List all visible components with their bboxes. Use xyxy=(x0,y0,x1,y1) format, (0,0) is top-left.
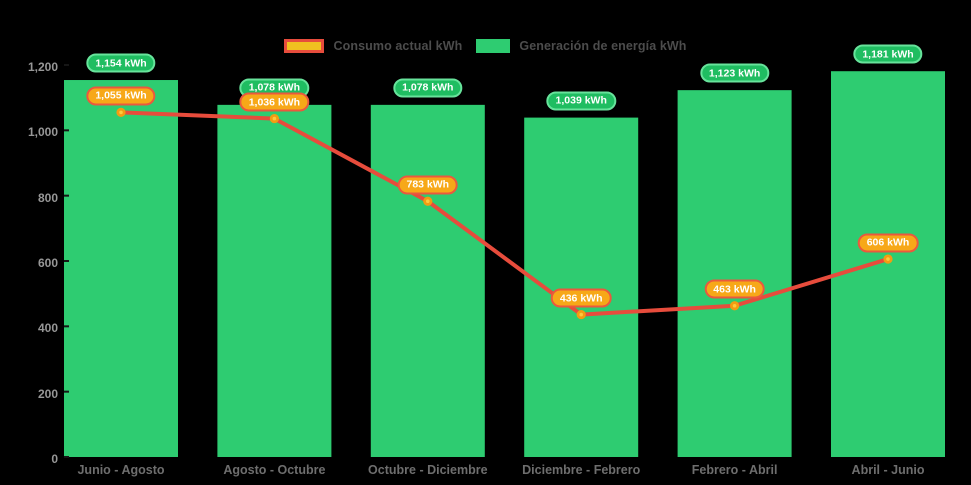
y-axis-tick-label: 200 xyxy=(37,386,58,401)
x-axis-category-label: Febrero - Abril xyxy=(691,463,778,477)
consumption-value-badge: 606 kWh xyxy=(857,233,919,253)
consumption-value-badge: 1,055 kWh xyxy=(86,86,156,106)
y-tick-mark xyxy=(64,390,69,393)
generation-value-badge: 1,039 kWh xyxy=(546,91,616,111)
consumption-value-badge: 436 kWh xyxy=(550,288,612,308)
y-tick-mark xyxy=(64,456,69,458)
x-axis-category-label: Junio - Agosto xyxy=(77,463,165,477)
y-tick-mark xyxy=(64,260,69,262)
generation-value-badge: 1,078 kWh xyxy=(393,78,463,98)
x-axis-category-label: Octubre - Diciembre xyxy=(368,463,488,477)
y-axis-tick-label: 1,200 xyxy=(27,60,58,74)
y-tick-mark xyxy=(64,64,69,66)
generacion-swatch-icon xyxy=(476,39,511,53)
consumption-point[interactable] xyxy=(576,309,586,320)
y-axis-tick-label: 600 xyxy=(37,256,58,270)
consumo-swatch-icon xyxy=(284,39,325,53)
generation-bar[interactable] xyxy=(831,71,945,457)
y-tick-mark xyxy=(64,325,69,328)
chart-legend: Consumo actual kWh Generación de energía… xyxy=(0,39,971,53)
legend-item-generacion[interactable]: Generación de energía kWh xyxy=(476,39,686,53)
legend-item-consumo[interactable]: Consumo actual kWh xyxy=(284,39,462,53)
generation-value-badge: 1,154 kWh xyxy=(86,53,156,73)
x-axis-category-label: Abril - Junio xyxy=(851,463,925,477)
consumption-point[interactable] xyxy=(116,107,126,117)
x-axis-category-label: Diciembre - Febrero xyxy=(522,463,641,477)
legend-label-consumo: Consumo actual kWh xyxy=(333,39,463,53)
generation-bar[interactable] xyxy=(217,104,332,457)
consumption-point[interactable] xyxy=(269,113,279,124)
generation-bar[interactable] xyxy=(677,90,792,458)
generation-value-badge: 1,181 kWh xyxy=(853,44,923,64)
y-axis-tick-label: 1,000 xyxy=(27,125,58,140)
consumption-value-badge: 1,036 kWh xyxy=(239,92,310,112)
x-axis-category-label: Agosto - Octubre xyxy=(223,463,326,477)
consumption-point[interactable] xyxy=(883,254,893,264)
y-axis-tick-label: 400 xyxy=(37,321,58,336)
y-tick-mark xyxy=(64,194,69,197)
y-axis-tick-label: 0 xyxy=(51,452,58,466)
generation-bar[interactable] xyxy=(370,104,485,457)
consumption-value-badge: 783 kWh xyxy=(397,175,459,195)
consumption-value-badge: 463 kWh xyxy=(704,279,765,299)
consumption-point[interactable] xyxy=(423,196,433,206)
legend-label-generacion: Generación de energía kWh xyxy=(519,39,687,53)
generation-bar[interactable] xyxy=(64,80,178,457)
consumption-point[interactable] xyxy=(729,301,740,311)
y-tick-mark xyxy=(64,129,69,132)
y-axis-tick-label: 800 xyxy=(37,190,58,205)
consumption-line xyxy=(119,110,890,317)
generation-value-badge: 1,123 kWh xyxy=(699,63,770,83)
